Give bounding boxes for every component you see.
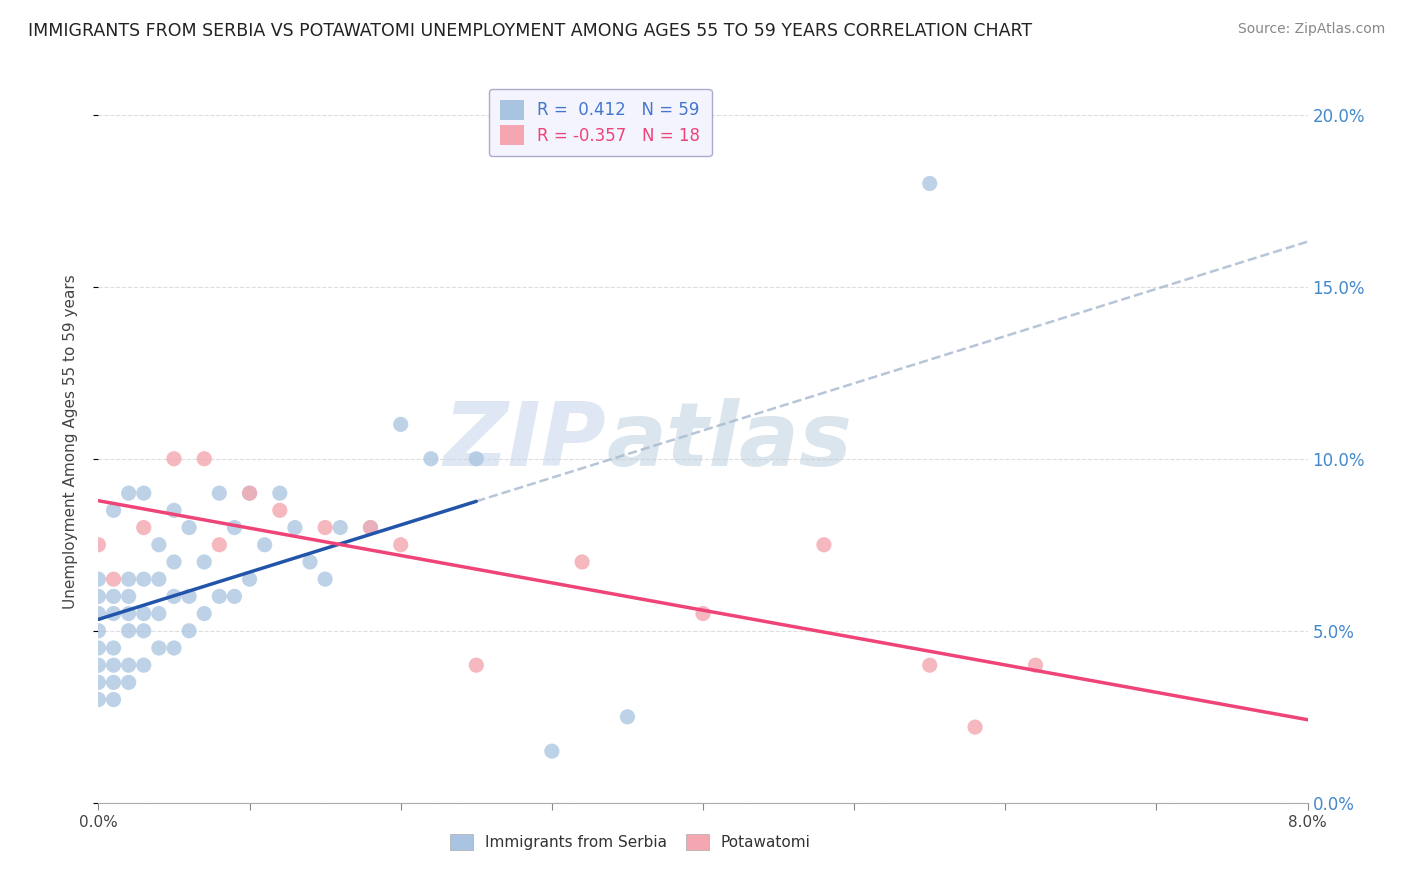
Point: [360, 520, 382, 534]
Point: [208, 538, 231, 552]
Point: [360, 520, 382, 534]
Point: [118, 590, 141, 604]
Point: [1025, 658, 1047, 673]
Point: [87, 590, 110, 604]
Point: [208, 590, 231, 604]
Point: [163, 451, 186, 466]
Point: [329, 520, 352, 534]
Point: [103, 658, 125, 673]
Point: [224, 590, 246, 604]
Point: [132, 572, 155, 586]
Point: [87, 658, 110, 673]
Point: [193, 451, 215, 466]
Point: [118, 572, 141, 586]
Point: [87, 624, 110, 638]
Point: [965, 720, 987, 734]
Point: [314, 520, 336, 534]
Point: [616, 710, 638, 724]
Point: [163, 590, 186, 604]
Point: [103, 607, 125, 621]
Point: [87, 572, 110, 586]
Point: [118, 486, 141, 500]
Point: [269, 486, 291, 500]
Point: [163, 640, 186, 655]
Point: [239, 486, 262, 500]
Point: [239, 486, 262, 500]
Point: [87, 640, 110, 655]
Point: [103, 572, 125, 586]
Point: [118, 658, 141, 673]
Point: [118, 675, 141, 690]
Text: IMMIGRANTS FROM SERBIA VS POTAWATOMI UNEMPLOYMENT AMONG AGES 55 TO 59 YEARS CORR: IMMIGRANTS FROM SERBIA VS POTAWATOMI UNE…: [28, 22, 1032, 40]
Point: [148, 607, 170, 621]
Point: [571, 555, 593, 569]
Point: [163, 555, 186, 569]
Point: [118, 624, 141, 638]
Point: [918, 177, 941, 191]
Point: [284, 520, 307, 534]
Text: atlas: atlas: [606, 398, 852, 485]
Point: [132, 624, 155, 638]
Point: [103, 590, 125, 604]
Point: [87, 692, 110, 706]
Point: [132, 607, 155, 621]
Point: [103, 503, 125, 517]
Point: [132, 658, 155, 673]
Text: Source: ZipAtlas.com: Source: ZipAtlas.com: [1237, 22, 1385, 37]
Point: [540, 744, 562, 758]
Point: [465, 451, 488, 466]
Point: [179, 590, 201, 604]
Point: [87, 675, 110, 690]
Point: [208, 486, 231, 500]
Point: [918, 658, 941, 673]
Point: [239, 572, 262, 586]
Point: [103, 675, 125, 690]
Point: [148, 640, 170, 655]
Point: [314, 572, 336, 586]
Text: ZIP: ZIP: [443, 398, 606, 485]
Point: [465, 658, 488, 673]
Point: [87, 538, 110, 552]
Point: [163, 503, 186, 517]
Point: [148, 572, 170, 586]
Point: [299, 555, 322, 569]
Point: [103, 640, 125, 655]
Point: [179, 624, 201, 638]
Legend: Immigrants from Serbia, Potawatomi: Immigrants from Serbia, Potawatomi: [444, 828, 817, 856]
Y-axis label: Unemployment Among Ages 55 to 59 years: Unemployment Among Ages 55 to 59 years: [63, 274, 77, 609]
Point: [253, 538, 276, 552]
Point: [692, 607, 714, 621]
Point: [269, 503, 291, 517]
Point: [132, 486, 155, 500]
Point: [148, 538, 170, 552]
Point: [813, 538, 835, 552]
Point: [87, 607, 110, 621]
Point: [420, 451, 443, 466]
Point: [389, 417, 412, 432]
Point: [224, 520, 246, 534]
Point: [193, 607, 215, 621]
Point: [132, 520, 155, 534]
Point: [179, 520, 201, 534]
Point: [389, 538, 412, 552]
Point: [103, 692, 125, 706]
Point: [193, 555, 215, 569]
Point: [118, 607, 141, 621]
